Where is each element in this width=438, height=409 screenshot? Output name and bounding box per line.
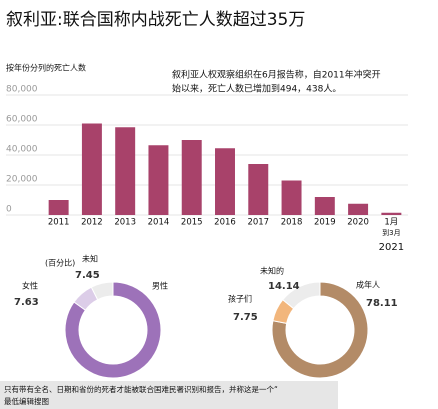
x-tick-label: 2014 <box>148 218 170 228</box>
x-tick-note: 2021 <box>379 242 404 253</box>
bar <box>314 197 335 215</box>
donut-slice <box>90 281 114 301</box>
x-tick-label: 2017 <box>247 218 269 228</box>
x-tick-label: 1月 <box>384 218 398 228</box>
annotation: 始以来，死亡人数已增加到494，438人。 <box>172 83 341 95</box>
y-tick-label: 80,000 <box>6 85 38 95</box>
slice-value: 7.63 <box>14 297 39 308</box>
y-tick-label: 20,000 <box>6 175 38 185</box>
slice-value: 7.75 <box>233 312 258 323</box>
bar <box>381 212 402 215</box>
x-tick-label: 2020 <box>347 218 369 228</box>
slice-label: 女性 <box>22 281 38 291</box>
slice-value: 14.14 <box>268 281 300 292</box>
bar <box>115 127 136 215</box>
bar <box>348 203 369 215</box>
x-tick-label: 2016 <box>214 218 236 228</box>
annotation-box <box>168 66 390 98</box>
bar <box>181 140 202 215</box>
x-tick-label: 2019 <box>314 218 336 228</box>
slice-value: 78.11 <box>366 298 398 309</box>
x-tick-note: 到3月 <box>382 229 400 237</box>
slice-label: 未知的 <box>260 266 284 276</box>
footnote-box <box>0 381 338 409</box>
donut-heading: (百分比) <box>45 258 75 268</box>
slice-label: 未知 <box>82 254 98 264</box>
donut-slice <box>64 281 162 379</box>
footnote: 只有带有全名、日期和省份的死者才能被联合国难民署识别和报告，并称这是一个“ <box>4 384 278 394</box>
slice-label: 男性 <box>152 281 168 291</box>
slice-label: 孩子们 <box>228 294 252 304</box>
slice-label: 成年人 <box>356 280 380 290</box>
x-tick-label: 2015 <box>181 218 203 228</box>
bar <box>215 148 235 215</box>
y-tick-label: 60,000 <box>6 115 38 125</box>
x-tick-label: 2011 <box>48 218 70 228</box>
x-tick-label: 2018 <box>281 218 303 228</box>
y-tick-label: 40,000 <box>6 145 38 155</box>
subtitle: 按年份分列的死亡人数 <box>6 63 86 73</box>
donut-slice <box>271 281 369 379</box>
y-tick-label: 0 <box>6 205 12 215</box>
title: 叙利亚:联合国称内战死亡人数超过35万 <box>6 10 305 30</box>
bar <box>248 164 269 215</box>
x-tick-label: 2012 <box>81 218 103 228</box>
bar <box>148 145 169 215</box>
bar <box>48 200 69 215</box>
bar <box>81 123 102 215</box>
x-tick-label: 2013 <box>114 218 136 228</box>
annotation: 叙利亚人权观察组织在6月报告称，自2011年冲突开 <box>172 69 381 81</box>
bar <box>281 180 302 215</box>
slice-value: 7.45 <box>75 270 100 281</box>
donut-slice <box>282 281 321 310</box>
footnote: 最低编辑搜图 <box>4 396 49 406</box>
